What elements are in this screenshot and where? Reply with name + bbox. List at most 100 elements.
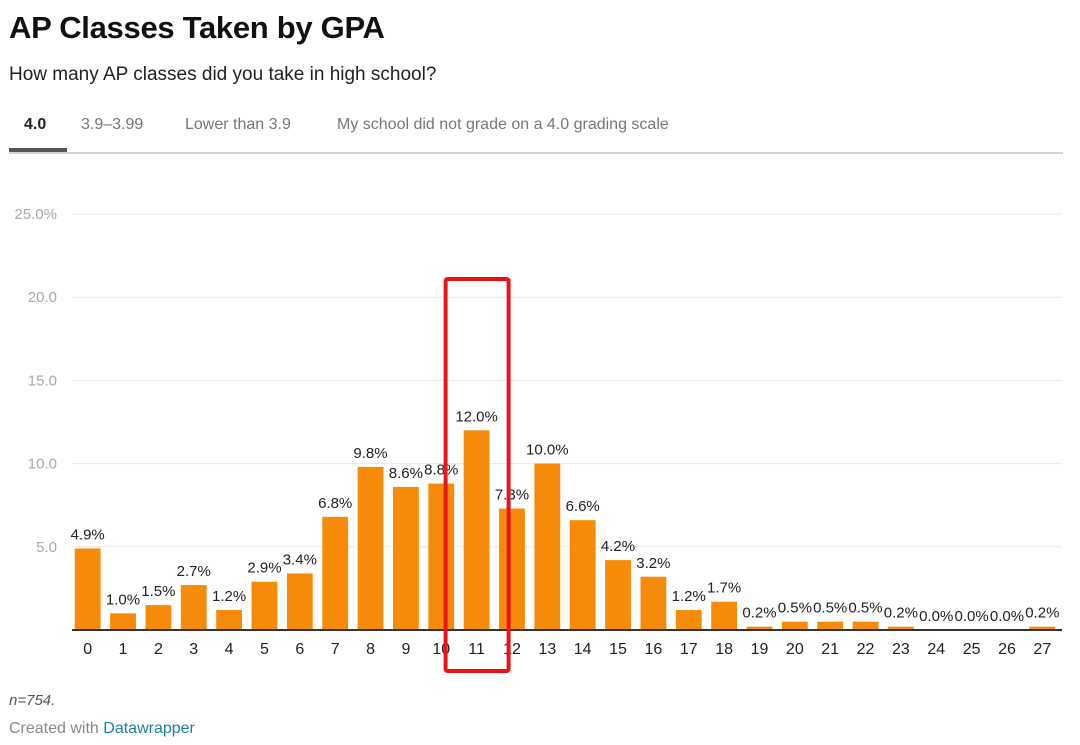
data-label: 0.2% (1025, 605, 1059, 622)
x-tick-label: 22 (857, 641, 875, 658)
datawrapper-link[interactable]: Datawrapper (103, 720, 195, 737)
data-label: 3.4% (283, 551, 317, 568)
bar-2 (145, 605, 172, 630)
x-tick-label: 5 (260, 641, 269, 658)
x-tick-label: 9 (401, 641, 410, 658)
data-label: 6.8% (318, 495, 352, 512)
bar-8 (357, 466, 384, 630)
data-label: 0.0% (919, 608, 953, 625)
bar-16 (640, 576, 667, 630)
data-label: 2.7% (177, 563, 211, 580)
data-label: 4.9% (71, 526, 105, 543)
x-tick-label: 19 (751, 641, 769, 658)
data-label: 3.2% (636, 555, 670, 572)
y-tick-label: 5.0 (36, 539, 57, 556)
bar-9 (392, 486, 419, 630)
x-tick-label: 25 (963, 641, 981, 658)
bar-17 (675, 610, 702, 630)
x-tick-label: 7 (331, 641, 340, 658)
x-tick-label: 13 (538, 641, 556, 658)
tab-no-4-0-scale[interactable]: My school did not grade on a 4.0 grading… (337, 116, 669, 133)
x-axis: 0 1 2 3 4 5 6 7 8 9 10 11 12 13 14 15 16 17 18 19 20 21 22 23 24… (72, 629, 1062, 658)
bar-6 (286, 573, 313, 630)
highlight-annotation (443, 277, 511, 673)
bar-14 (569, 520, 596, 630)
y-axis: 5.0 10.0 15.0 20.0 25.0% (14, 206, 57, 556)
active-tab-indicator (9, 148, 67, 152)
data-label: 0.5% (848, 600, 882, 617)
data-label: 12.0% (455, 408, 498, 425)
bar-22 (852, 621, 879, 630)
bar-0 (74, 548, 101, 630)
data-label: 8.8% (424, 462, 458, 479)
bar-4 (216, 610, 243, 630)
tab-lower-than-3-9[interactable]: Lower than 3.9 (185, 116, 291, 133)
bar-23 (887, 626, 914, 630)
bar-13 (534, 463, 561, 630)
gpa-tab-bar: 4.0 3.9–3.99 Lower than 3.9 My school di… (9, 110, 1063, 154)
x-tick-label: 6 (295, 641, 304, 658)
bar-18 (711, 601, 738, 630)
bar-21 (817, 621, 844, 630)
data-label: 0.2% (884, 605, 918, 622)
bar-5 (251, 581, 278, 630)
y-tick-label: 20.0 (28, 289, 57, 306)
x-tick-label: 12 (503, 641, 521, 658)
x-tick-label: 27 (1033, 641, 1051, 658)
bar-chart: 5.010.015.020.025.0% 4.9%1.0% 1.5%2.7%1.2… (14, 206, 1062, 673)
bar-3 (180, 585, 207, 630)
gridlines (72, 213, 1062, 548)
x-tick-label: 18 (715, 641, 733, 658)
chart-notes: n=754. (9, 692, 56, 709)
data-label: 0.0% (955, 608, 989, 625)
bar-12 (499, 508, 525, 630)
bar-27 (1029, 626, 1056, 630)
data-label: 2.9% (247, 560, 281, 577)
x-tick-label: 21 (821, 641, 839, 658)
y-tick-label: 25.0% (14, 206, 57, 223)
data-label: 4.2% (601, 538, 635, 555)
data-label: 1.2% (212, 588, 246, 605)
tab-3-9-to-3-99[interactable]: 3.9–3.99 (81, 116, 144, 133)
bar-1 (110, 613, 136, 630)
data-label: 1.7% (707, 580, 741, 597)
bars (74, 430, 1056, 630)
x-tick-label: 20 (786, 641, 804, 658)
data-label: 6.6% (566, 498, 600, 515)
x-tick-label: 11 (468, 641, 485, 658)
data-label: 7.3% (495, 487, 529, 504)
x-tick-label: 8 (366, 641, 375, 658)
data-label: 1.2% (672, 588, 706, 605)
created-with-text: Created with (9, 720, 99, 737)
x-tick-label: 0 (83, 641, 92, 658)
data-label: 0.0% (990, 608, 1024, 625)
chart-subtitle: How many AP classes did you take in high… (9, 64, 437, 85)
data-label: 10.0% (526, 442, 569, 459)
bar-19 (746, 626, 773, 630)
x-tick-label: 15 (609, 641, 627, 658)
data-labels: 4.9%1.0% 1.5%2.7%1.2%2.9% 3.4%6.8%9.8%8.6%… (71, 408, 1060, 625)
highlight-box (443, 277, 511, 673)
x-tick-label: 17 (680, 641, 698, 658)
bar-10 (428, 483, 455, 630)
data-label: 9.8% (353, 445, 387, 462)
x-tick-label: 4 (225, 641, 234, 658)
x-tick-label: 2 (154, 641, 163, 658)
x-tick-label: 1 (119, 641, 128, 658)
data-label: 0.2% (742, 605, 776, 622)
bar-7 (322, 516, 349, 630)
data-label: 0.5% (778, 600, 812, 617)
bar-15 (605, 560, 631, 630)
x-tick-label: 3 (189, 641, 198, 658)
data-label: 0.5% (813, 600, 847, 617)
data-label: 8.6% (389, 465, 423, 482)
chart-title: AP Classes Taken by GPA (9, 10, 385, 45)
x-tick-label: 24 (927, 641, 945, 658)
tab-4-0[interactable]: 4.0 (24, 116, 47, 133)
x-tick-label: 26 (998, 641, 1016, 658)
data-label: 1.5% (141, 583, 175, 600)
x-tick-label: 14 (574, 641, 592, 658)
bar-20 (781, 621, 808, 630)
y-tick-label: 10.0 (28, 456, 57, 473)
byline: Created with Datawrapper (9, 720, 195, 738)
